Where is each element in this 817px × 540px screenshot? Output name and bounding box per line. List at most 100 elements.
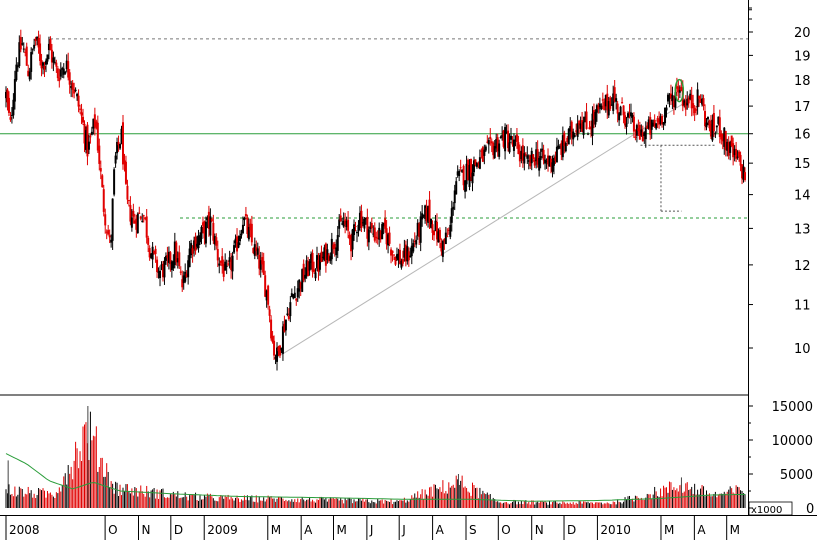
- candle-body: [335, 247, 338, 256]
- candle-body: [643, 132, 646, 137]
- candle-body: [123, 160, 126, 164]
- candle-body: [637, 128, 640, 132]
- candle-body: [132, 210, 135, 217]
- candle-body: [142, 215, 145, 217]
- candle-body: [607, 101, 610, 116]
- candle-body: [708, 120, 711, 129]
- candle-body: [489, 136, 492, 139]
- candle-body: [357, 224, 360, 231]
- candle-body: [690, 94, 693, 109]
- candle-body: [258, 254, 261, 269]
- candle-body: [634, 136, 637, 138]
- candle-body: [113, 169, 116, 195]
- candle-body: [409, 255, 412, 258]
- candle-body: [729, 141, 732, 153]
- candle-body: [157, 271, 160, 273]
- candle-body: [34, 38, 37, 41]
- candle-body: [369, 226, 372, 229]
- candle-body: [629, 112, 632, 117]
- candle-body: [526, 155, 529, 159]
- candle-body: [209, 216, 212, 236]
- candle-body: [635, 125, 638, 136]
- candle-body: [227, 263, 230, 265]
- price-y-tick-label: 13: [794, 222, 811, 237]
- candle-body: [655, 123, 658, 129]
- candle-body: [255, 247, 258, 251]
- candle-body: [675, 86, 678, 89]
- price-y-tick-label: 10: [794, 342, 811, 357]
- candle-body: [159, 270, 162, 279]
- candle-body: [311, 252, 314, 272]
- volume-y-tick-label: 5000: [780, 468, 813, 483]
- candle-body: [480, 150, 483, 152]
- candle-body: [10, 114, 13, 116]
- candle-body: [308, 261, 311, 271]
- candle-body: [514, 139, 517, 141]
- candle-body: [564, 142, 567, 152]
- price-y-tick-label: 12: [794, 259, 811, 274]
- candle-body: [280, 347, 283, 351]
- candle-body: [569, 125, 572, 132]
- candle-body: [181, 279, 184, 288]
- candle-body: [458, 170, 461, 177]
- candle-body: [490, 141, 493, 144]
- candle-body: [338, 219, 341, 229]
- candle-body: [287, 315, 290, 320]
- candle-body: [555, 146, 558, 163]
- candle-body: [210, 219, 213, 221]
- candle-body: [472, 160, 475, 173]
- candle-body: [317, 259, 320, 272]
- candle-body: [401, 259, 404, 264]
- candle-body: [443, 238, 446, 242]
- candle-body: [653, 119, 656, 127]
- candle-body: [99, 168, 102, 172]
- candle-body: [161, 263, 164, 278]
- candle-body: [379, 230, 382, 240]
- candle-body: [613, 87, 616, 102]
- x-tick-label: A: [697, 523, 706, 537]
- candle-body: [18, 42, 21, 67]
- candle-body: [241, 224, 244, 234]
- candle-body: [136, 213, 139, 234]
- candle-body: [290, 293, 293, 297]
- candle-body: [440, 242, 443, 252]
- candle-body: [478, 157, 481, 169]
- candle-body: [615, 98, 618, 102]
- candle-body: [117, 141, 120, 146]
- candle-body: [701, 98, 704, 105]
- candle-body: [126, 185, 129, 200]
- candle-body: [638, 124, 641, 140]
- candle-body: [632, 116, 635, 132]
- candle-body: [535, 149, 538, 162]
- candle-body: [336, 235, 339, 251]
- peak-highlight: [674, 78, 685, 103]
- candle-body: [477, 163, 480, 165]
- x-tick-label: M: [336, 523, 346, 537]
- candle-body: [410, 245, 413, 257]
- candle-body: [206, 217, 209, 221]
- candle-body: [664, 107, 667, 124]
- candle-body: [385, 228, 388, 245]
- candle-body: [452, 206, 455, 210]
- candle-body: [650, 119, 653, 130]
- candle-body: [105, 231, 108, 233]
- candle-body: [102, 189, 105, 212]
- candle-body: [130, 217, 133, 228]
- candle-body: [37, 37, 40, 48]
- candle-body: [656, 118, 659, 123]
- candle-body: [5, 91, 7, 99]
- candle-body: [36, 36, 39, 40]
- x-tick-label: N: [142, 523, 151, 537]
- candle-body: [647, 119, 650, 129]
- candle-body: [101, 175, 104, 188]
- candle-body: [533, 159, 536, 166]
- candle-body: [25, 46, 28, 66]
- candle-body: [422, 215, 425, 217]
- candle-body: [71, 82, 74, 90]
- candle-body: [246, 217, 249, 235]
- candle-body: [511, 142, 514, 145]
- candle-body: [44, 60, 47, 65]
- candle-body: [739, 154, 742, 166]
- candle-body: [738, 151, 741, 157]
- candle-body: [185, 273, 188, 277]
